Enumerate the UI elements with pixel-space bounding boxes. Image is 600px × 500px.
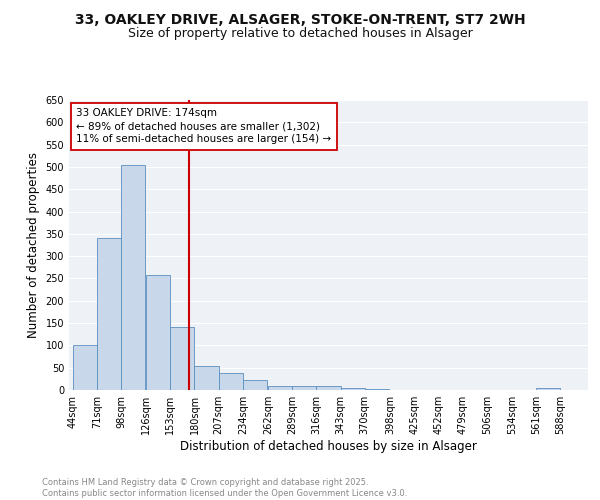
Bar [292, 386, 316, 390]
Text: Contains HM Land Registry data © Crown copyright and database right 2025.
Contai: Contains HM Land Registry data © Crown c… [42, 478, 407, 498]
X-axis label: Distribution of detached houses by size in Alsager: Distribution of detached houses by size … [180, 440, 477, 453]
Bar [194, 366, 218, 390]
Bar [97, 238, 121, 390]
Text: Size of property relative to detached houses in Alsager: Size of property relative to detached ho… [128, 28, 472, 40]
Bar [73, 346, 97, 390]
Bar [218, 373, 243, 390]
Text: 33, OAKLEY DRIVE, ALSAGER, STOKE-ON-TRENT, ST7 2WH: 33, OAKLEY DRIVE, ALSAGER, STOKE-ON-TREN… [74, 12, 526, 26]
Bar [121, 164, 145, 390]
Y-axis label: Number of detached properties: Number of detached properties [27, 152, 40, 338]
Bar [268, 386, 292, 390]
Bar [146, 276, 170, 390]
Text: 33 OAKLEY DRIVE: 174sqm
← 89% of detached houses are smaller (1,302)
11% of semi: 33 OAKLEY DRIVE: 174sqm ← 89% of detache… [76, 108, 331, 144]
Bar [341, 388, 365, 390]
Bar [243, 380, 267, 390]
Bar [316, 386, 341, 390]
Bar [536, 388, 560, 390]
Bar [170, 326, 194, 390]
Bar [365, 389, 389, 390]
